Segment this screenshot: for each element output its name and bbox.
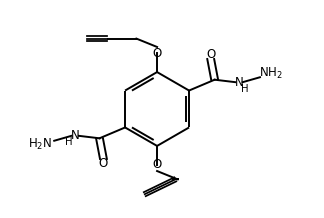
Text: H: H — [241, 83, 249, 94]
Text: H: H — [65, 137, 73, 147]
Text: H$_2$N: H$_2$N — [29, 137, 52, 152]
Text: O: O — [153, 158, 162, 171]
Text: O: O — [153, 47, 162, 60]
Text: NH$_2$: NH$_2$ — [259, 66, 283, 81]
Text: N: N — [71, 129, 79, 142]
Text: O: O — [99, 157, 108, 170]
Text: O: O — [206, 48, 215, 61]
Text: N: N — [235, 76, 244, 89]
